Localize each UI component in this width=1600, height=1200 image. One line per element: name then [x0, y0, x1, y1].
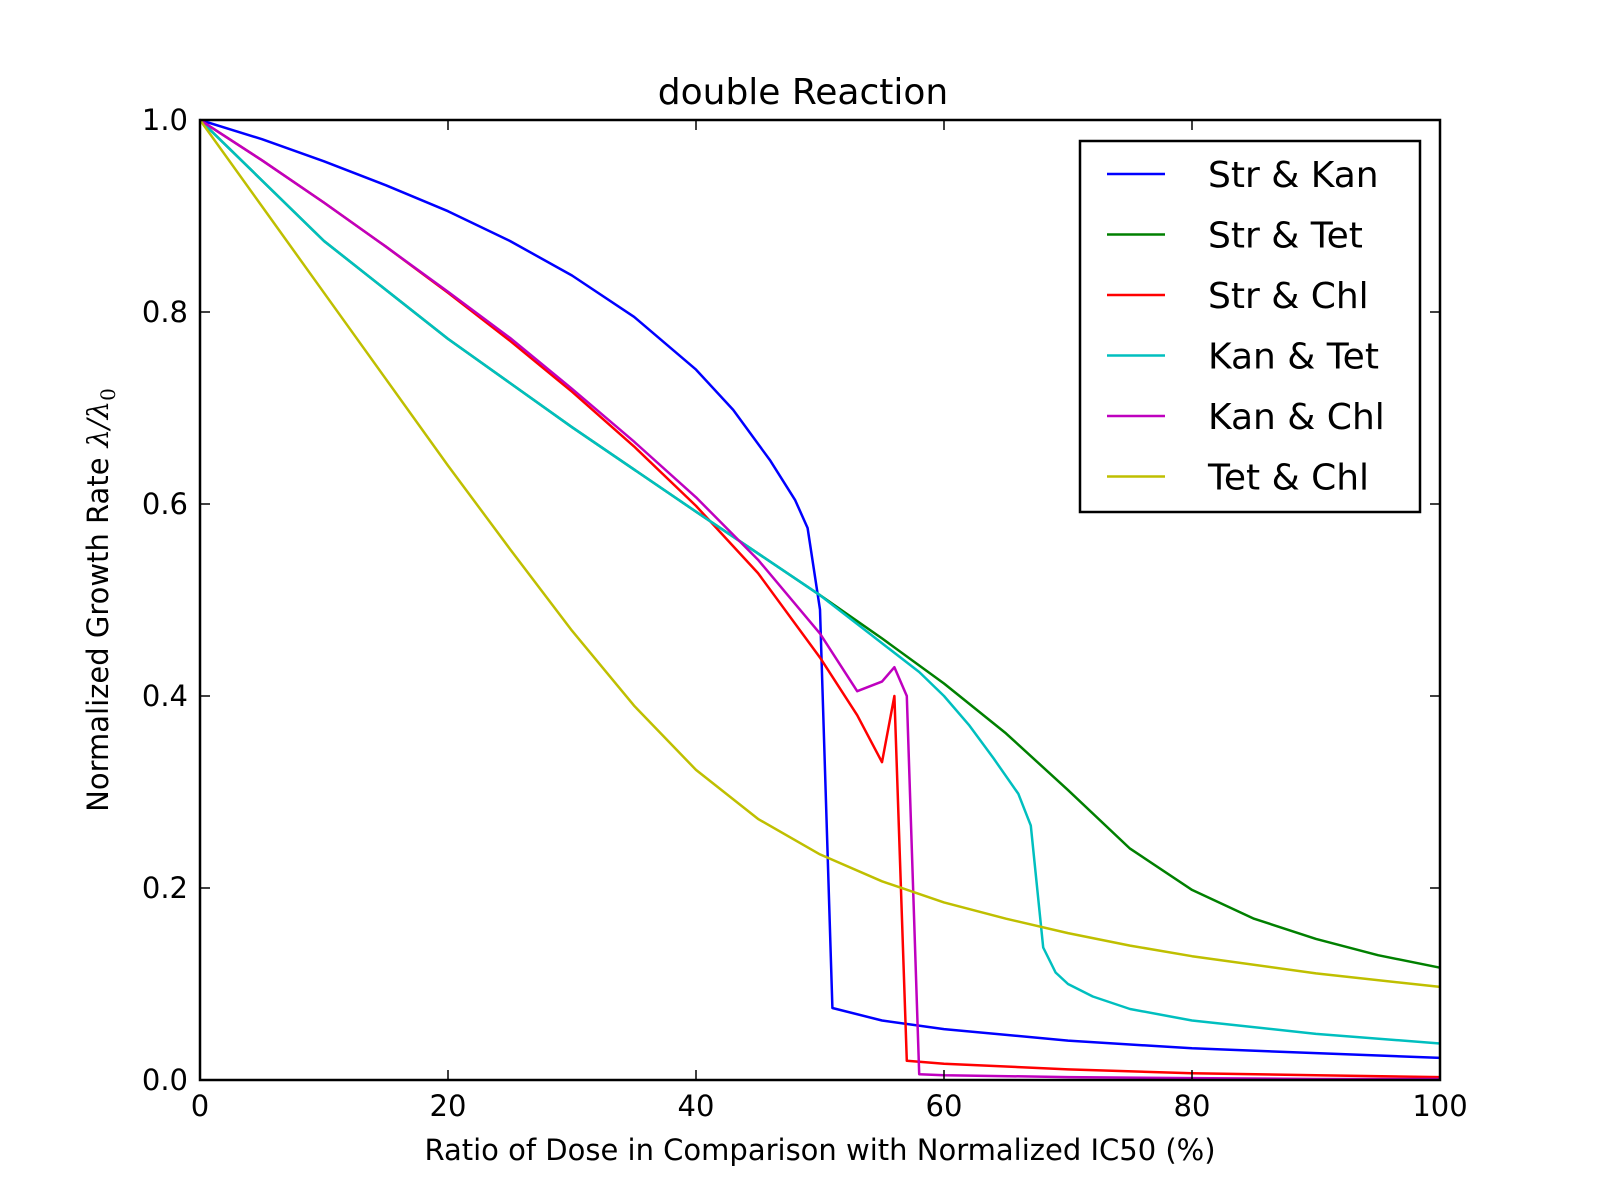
legend-items: Str & Kan Str & Tet Str & Chl Kan & Tet Kan …	[1107, 155, 1385, 499]
y-axis-label-math-subscript: 0	[96, 388, 120, 401]
plot-frame	[198, 118, 1442, 1082]
legend-label: Str & Chl	[1208, 276, 1369, 317]
x-tick-label: 100	[1412, 1089, 1467, 1123]
legend-label: Str & Kan	[1208, 155, 1379, 196]
ticks-layer: 0 20 40 60 80 100 0.0 0.2 0.4 0.6 0.8 1.0	[142, 103, 1468, 1123]
y-tick-label: 0.4	[142, 679, 188, 713]
legend-label: Kan & Tet	[1208, 337, 1379, 378]
x-tick-label: 60	[926, 1089, 963, 1123]
legend-label: Kan & Chl	[1208, 397, 1385, 438]
y-tick-label: 0.2	[142, 871, 188, 905]
series-layer	[198, 118, 1441, 1081]
y-tick-label: 1.0	[142, 103, 188, 137]
series-line-6	[198, 119, 1441, 989]
x-tick-label: 20	[430, 1089, 467, 1123]
legend: Str & Kan Str & Tet Str & Chl Kan & Tet Kan …	[1078, 139, 1422, 514]
x-tick-label: 40	[678, 1089, 715, 1123]
y-tick-label: 0.6	[142, 487, 188, 521]
x-axis-label: Ratio of Dose in Comparison with Normali…	[424, 1133, 1215, 1167]
series-line-1	[199, 118, 1441, 1060]
legend-label: Str & Tet	[1208, 216, 1363, 257]
y-axis-label: Normalized Growth Rate λ/λ0	[81, 388, 120, 812]
y-axis-label-math: λ/λ	[81, 401, 115, 449]
y-axis-label-text: Normalized Growth Rate	[81, 457, 115, 811]
y-tick-label: 0.8	[142, 295, 188, 329]
series-line-4	[199, 119, 1441, 1045]
legend-label: Tet & Chl	[1207, 458, 1369, 499]
legend-box	[1078, 139, 1422, 514]
series-line-5	[199, 118, 1440, 1081]
x-tick-label: 0	[191, 1089, 209, 1123]
chart-title: double Reaction	[658, 72, 949, 113]
y-tick-label: 0.0	[142, 1063, 188, 1097]
x-tick-label: 80	[1174, 1089, 1211, 1123]
